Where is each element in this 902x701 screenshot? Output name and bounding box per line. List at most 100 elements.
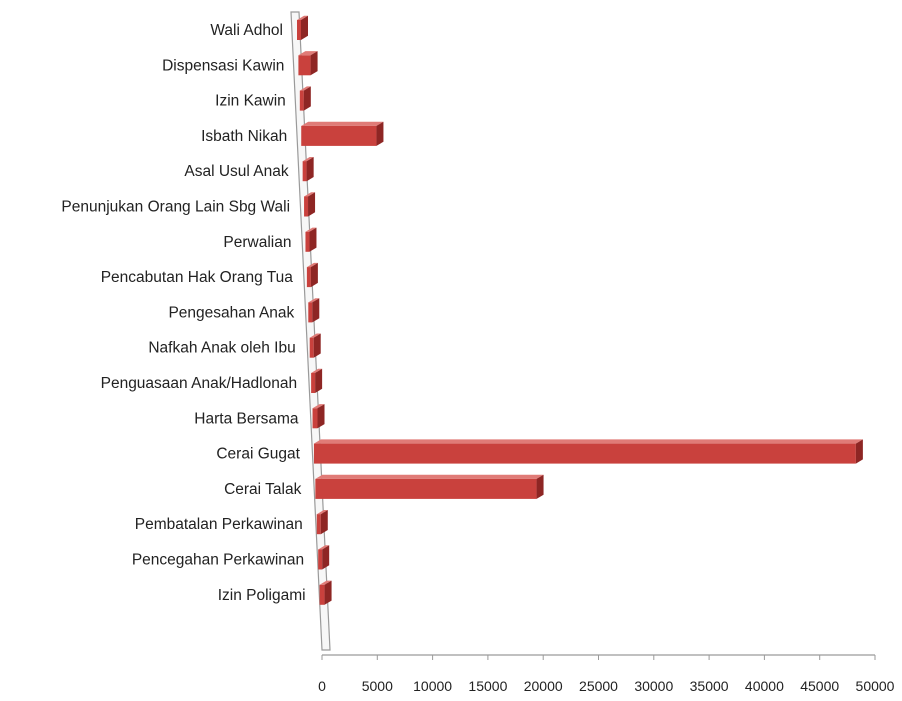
bar-front-face xyxy=(302,161,307,182)
bar-end-face xyxy=(308,192,316,217)
bar xyxy=(304,192,316,217)
bar-front-face xyxy=(305,231,310,252)
bar-top-face xyxy=(304,192,316,197)
x-tick-label: 25000 xyxy=(579,678,618,694)
bar-top-face xyxy=(309,333,321,338)
bar-front-face xyxy=(304,196,309,217)
bar xyxy=(297,15,308,41)
bar-front-face xyxy=(301,125,377,146)
bar-top-face xyxy=(306,262,318,268)
bar-end-face xyxy=(376,121,384,146)
bar xyxy=(315,474,544,499)
bar-front-face xyxy=(319,584,325,605)
bar-front-face xyxy=(308,302,313,323)
bar-end-face xyxy=(309,227,317,252)
x-tick-label: 45000 xyxy=(800,678,839,694)
category-label: Cerai Talak xyxy=(224,481,302,498)
bar-end-face xyxy=(315,368,323,393)
category-label: Pengesahan Anak xyxy=(168,304,294,321)
bar-front-face xyxy=(316,514,321,535)
category-label: Pencabutan Hak Orang Tua xyxy=(101,269,294,286)
bar-front-face xyxy=(309,337,314,358)
category-label: Penguasaan Anak/Hadlonah xyxy=(101,375,298,392)
bar-end-face xyxy=(310,51,318,76)
bar-end-face xyxy=(310,262,318,288)
bar xyxy=(308,298,320,323)
category-label: Harta Bersama xyxy=(194,410,299,427)
bar-top-face xyxy=(313,439,863,444)
category-label: Asal Usul Anak xyxy=(184,163,288,180)
bar xyxy=(298,51,318,76)
bar xyxy=(305,227,317,252)
category-label: Isbath Nikah xyxy=(201,128,287,145)
bar-front-face xyxy=(311,373,316,393)
bar-front-face xyxy=(312,408,318,429)
bar xyxy=(306,262,318,288)
bar-end-face xyxy=(312,298,320,323)
category-label: Wali Adhol xyxy=(210,22,283,39)
category-label: Penunjukan Orang Lain Sbg Wali xyxy=(61,199,290,216)
bar-end-face xyxy=(303,86,311,111)
bar-end-face xyxy=(313,333,321,358)
bar xyxy=(313,439,863,464)
bar xyxy=(311,368,323,393)
bar-front-face xyxy=(315,478,537,499)
bar-top-face xyxy=(297,15,308,20)
bar-end-face xyxy=(536,474,544,499)
bar-top-face xyxy=(319,580,332,585)
bar-top-face xyxy=(316,510,328,515)
x-tick-label: 0 xyxy=(318,678,326,694)
category-label: Nafkah Anak oleh Ibu xyxy=(148,340,295,357)
bar-front-face xyxy=(299,90,304,111)
category-label: Izin Poligami xyxy=(218,587,306,604)
bar-top-face xyxy=(302,157,314,162)
bar-top-face xyxy=(318,545,330,550)
bar-top-face xyxy=(298,51,318,56)
bar-end-face xyxy=(306,157,314,182)
bar-end-face xyxy=(855,439,863,464)
bar-top-face xyxy=(315,474,544,479)
bar-front-face xyxy=(306,267,311,288)
x-tick-label: 40000 xyxy=(745,678,784,694)
x-tick-label: 35000 xyxy=(690,678,729,694)
bar-front-face xyxy=(297,20,301,40)
x-tick-label: 20000 xyxy=(524,678,563,694)
category-label: Dispensasi Kawin xyxy=(162,57,284,74)
bar xyxy=(316,510,328,535)
x-tick-label: 30000 xyxy=(634,678,673,694)
bar-front-face xyxy=(313,443,856,464)
bar-end-face xyxy=(320,510,328,535)
bar-front-face xyxy=(318,549,323,570)
bar xyxy=(319,580,332,605)
bar xyxy=(309,333,321,358)
bar-end-face xyxy=(324,580,332,605)
category-label: Pembatalan Perkawinan xyxy=(135,516,303,533)
bar xyxy=(312,404,325,429)
category-labels: Wali Adhol Dispensasi Kawin Izin Kawin Isba… xyxy=(61,22,305,604)
bar-top-face xyxy=(308,298,320,303)
x-tick-labels: 0 5000 10000 15000 20000 25000 30000 35000 40000… xyxy=(318,678,895,694)
x-axis xyxy=(321,654,876,660)
x-tick-label: 15000 xyxy=(468,678,507,694)
bar-top-face xyxy=(301,121,384,126)
bar-top-face xyxy=(299,86,311,91)
bar xyxy=(301,121,384,146)
category-label: Izin Kawin xyxy=(215,93,286,110)
x-tick-label: 50000 xyxy=(856,678,895,694)
bar-end-face xyxy=(317,404,325,429)
category-label: Perwalian xyxy=(223,234,291,251)
x-tick-label: 5000 xyxy=(362,678,393,694)
bar-end-face xyxy=(322,545,330,570)
bar-series xyxy=(297,15,863,605)
bar-end-face xyxy=(301,15,308,41)
bar xyxy=(302,157,314,182)
bar-top-face xyxy=(311,368,323,373)
bar-top-face xyxy=(312,404,325,409)
bar-front-face xyxy=(298,55,311,76)
category-label: Pencegahan Perkawinan xyxy=(132,552,304,569)
x-tick-label: 10000 xyxy=(413,678,452,694)
bar xyxy=(299,86,311,111)
category-label: Cerai Gugat xyxy=(216,446,300,463)
bar-top-face xyxy=(305,227,317,232)
